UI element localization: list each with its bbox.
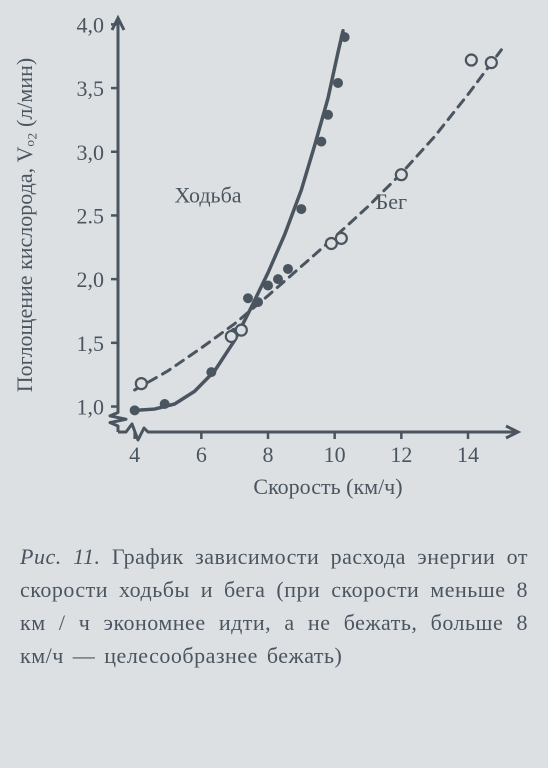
marker-filled — [206, 367, 216, 377]
marker-open — [226, 331, 237, 342]
marker-open — [466, 55, 477, 66]
marker-filled — [273, 274, 283, 284]
chart-svg: 1,0 1,5 2,0 2.5 3,0 3,5 4,0 4 6 8 10 12 14 Скорость (… — [0, 0, 548, 530]
svg-text:10: 10 — [324, 442, 346, 467]
marker-filled — [160, 399, 170, 409]
marker-filled — [253, 297, 263, 307]
marker-filled — [283, 264, 293, 274]
marker-open — [136, 378, 147, 389]
figure-number: Рис. 11. — [20, 544, 100, 569]
page-root: 1,0 1,5 2,0 2.5 3,0 3,5 4,0 4 6 8 10 12 14 Скорость (… — [0, 0, 548, 768]
marker-open — [396, 169, 407, 180]
marker-filled — [243, 293, 253, 303]
chart: 1,0 1,5 2,0 2.5 3,0 3,5 4,0 4 6 8 10 12 14 Скорость (… — [0, 0, 548, 530]
series-label-Бег: Бег — [376, 189, 407, 214]
marker-open — [336, 233, 347, 244]
marker-filled — [296, 204, 306, 214]
svg-text:6: 6 — [196, 442, 207, 467]
marker-open — [486, 57, 497, 68]
svg-text:2.5: 2.5 — [77, 203, 105, 228]
svg-text:1,0: 1,0 — [77, 395, 105, 420]
svg-text:4,0: 4,0 — [77, 12, 105, 37]
svg-text:2,0: 2,0 — [77, 267, 105, 292]
svg-text:14: 14 — [457, 442, 479, 467]
svg-text:1,5: 1,5 — [77, 331, 105, 356]
marker-filled — [316, 137, 326, 147]
marker-filled — [263, 281, 273, 291]
marker-filled — [340, 32, 350, 42]
svg-text:3,0: 3,0 — [77, 140, 105, 165]
marker-filled — [333, 78, 343, 88]
marker-open — [236, 325, 247, 336]
svg-text:4: 4 — [129, 442, 140, 467]
svg-text:3,5: 3,5 — [77, 76, 105, 101]
svg-text:8: 8 — [263, 442, 274, 467]
svg-text:Скорость (км/ч): Скорость (км/ч) — [253, 474, 402, 499]
figure-caption: Рис. 11. График зависимости рас­хода эне… — [20, 540, 528, 672]
svg-text:12: 12 — [390, 442, 412, 467]
svg-text:Поглощение кислорода, Vₒ₂ (л/м: Поглощение кислорода, Vₒ₂ (л/мин) — [12, 58, 37, 392]
series-label-Ходьба: Ходьба — [174, 183, 241, 208]
marker-filled — [130, 405, 140, 415]
marker-filled — [323, 110, 333, 120]
